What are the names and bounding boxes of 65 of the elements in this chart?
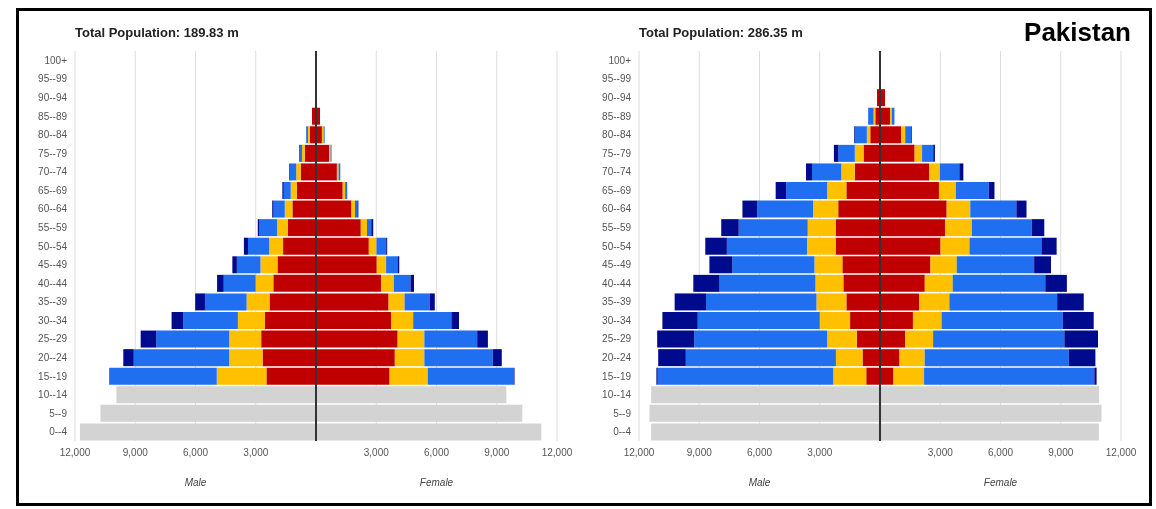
chart-title: Total Population: 286.35 m	[639, 25, 803, 40]
y-tick-label: 85--89	[602, 110, 632, 122]
x-tick-label: 6,000	[182, 447, 209, 459]
y-tick-label: 0--4	[613, 426, 632, 438]
x-tick-label: 3,000	[927, 447, 954, 459]
y-tick-label: 100+	[44, 54, 68, 66]
x-tick-label: 6,000	[987, 447, 1014, 459]
y-tick-label: 40--44	[38, 277, 68, 289]
y-tick-label: 20--24	[602, 351, 632, 363]
x-tick-label: 9,000	[484, 447, 510, 459]
y-tick-label: 100+	[608, 54, 632, 66]
text: Male	[184, 477, 207, 488]
x-tick-label: 9,000	[1048, 447, 1074, 459]
x-tick-label: 12,000	[59, 447, 91, 459]
y-tick-label: 45--49	[38, 259, 68, 271]
text: Female	[419, 477, 454, 488]
y-tick-label: 35--39	[602, 296, 632, 308]
y-tick-label: 25--29	[38, 333, 68, 345]
y-tick-label: 5--9	[49, 407, 68, 419]
x-tick-label: 12,000	[623, 447, 655, 459]
y-tick-label: 65--69	[38, 184, 68, 196]
y-tick-label: 0--4	[49, 426, 68, 438]
y-tick-label: 10--14	[602, 389, 632, 401]
y-tick-label: 70--74	[602, 166, 632, 178]
y-tick-label: 95--99	[602, 73, 632, 85]
y-tick-label: 15--19	[602, 370, 632, 382]
y-tick-label: 80--84	[38, 129, 68, 141]
y-tick-label: 60--64	[602, 203, 632, 215]
chart-subtitle: Pakistan	[1024, 17, 1131, 48]
x-tick-label: 9,000	[686, 447, 713, 459]
y-tick-label: 35--39	[38, 296, 68, 308]
y-tick-label: 5--9	[613, 407, 632, 419]
text: Male	[748, 477, 771, 488]
y-tick-label: 65--69	[602, 184, 632, 196]
y-tick-label: 75--79	[602, 147, 632, 159]
x-tick-label: 3,000	[363, 447, 390, 459]
y-tick-label: 15--19	[38, 370, 68, 382]
y-tick-label: 75--79	[38, 147, 68, 159]
y-tick-label: 30--34	[602, 314, 632, 326]
y-tick-label: 55--59	[602, 221, 632, 233]
y-tick-label: 30--34	[38, 314, 68, 326]
x-tick-label: 12,000	[541, 447, 573, 459]
y-tick-label: 25--29	[602, 333, 632, 345]
x-tick-label: 3,000	[807, 447, 833, 459]
y-tick-label: 90--94	[602, 91, 632, 103]
x-tick-label: 6,000	[423, 447, 450, 459]
y-tick-label: 20--24	[38, 351, 68, 363]
y-tick-label: 55--59	[38, 221, 68, 233]
y-tick-label: 70--74	[38, 166, 68, 178]
y-tick-label: 50--54	[38, 240, 68, 252]
y-tick-label: 45--49	[602, 259, 632, 271]
y-tick-label: 90--94	[38, 91, 68, 103]
x-tick-label: 12,000	[1105, 447, 1137, 459]
chart-title: Total Population: 189.83 m	[75, 25, 239, 40]
x-tick-label: 9,000	[122, 447, 149, 459]
y-tick-label: 95--99	[38, 73, 68, 85]
y-tick-label: 85--89	[38, 110, 68, 122]
y-tick-label: 50--54	[602, 240, 632, 252]
y-tick-label: 40--44	[602, 277, 632, 289]
y-tick-label: 10--14	[38, 389, 68, 401]
y-tick-label: 60--64	[38, 203, 68, 215]
text: Female	[983, 477, 1018, 488]
x-tick-label: 6,000	[746, 447, 773, 459]
x-tick-label: 3,000	[243, 447, 269, 459]
y-tick-label: 80--84	[602, 129, 632, 141]
